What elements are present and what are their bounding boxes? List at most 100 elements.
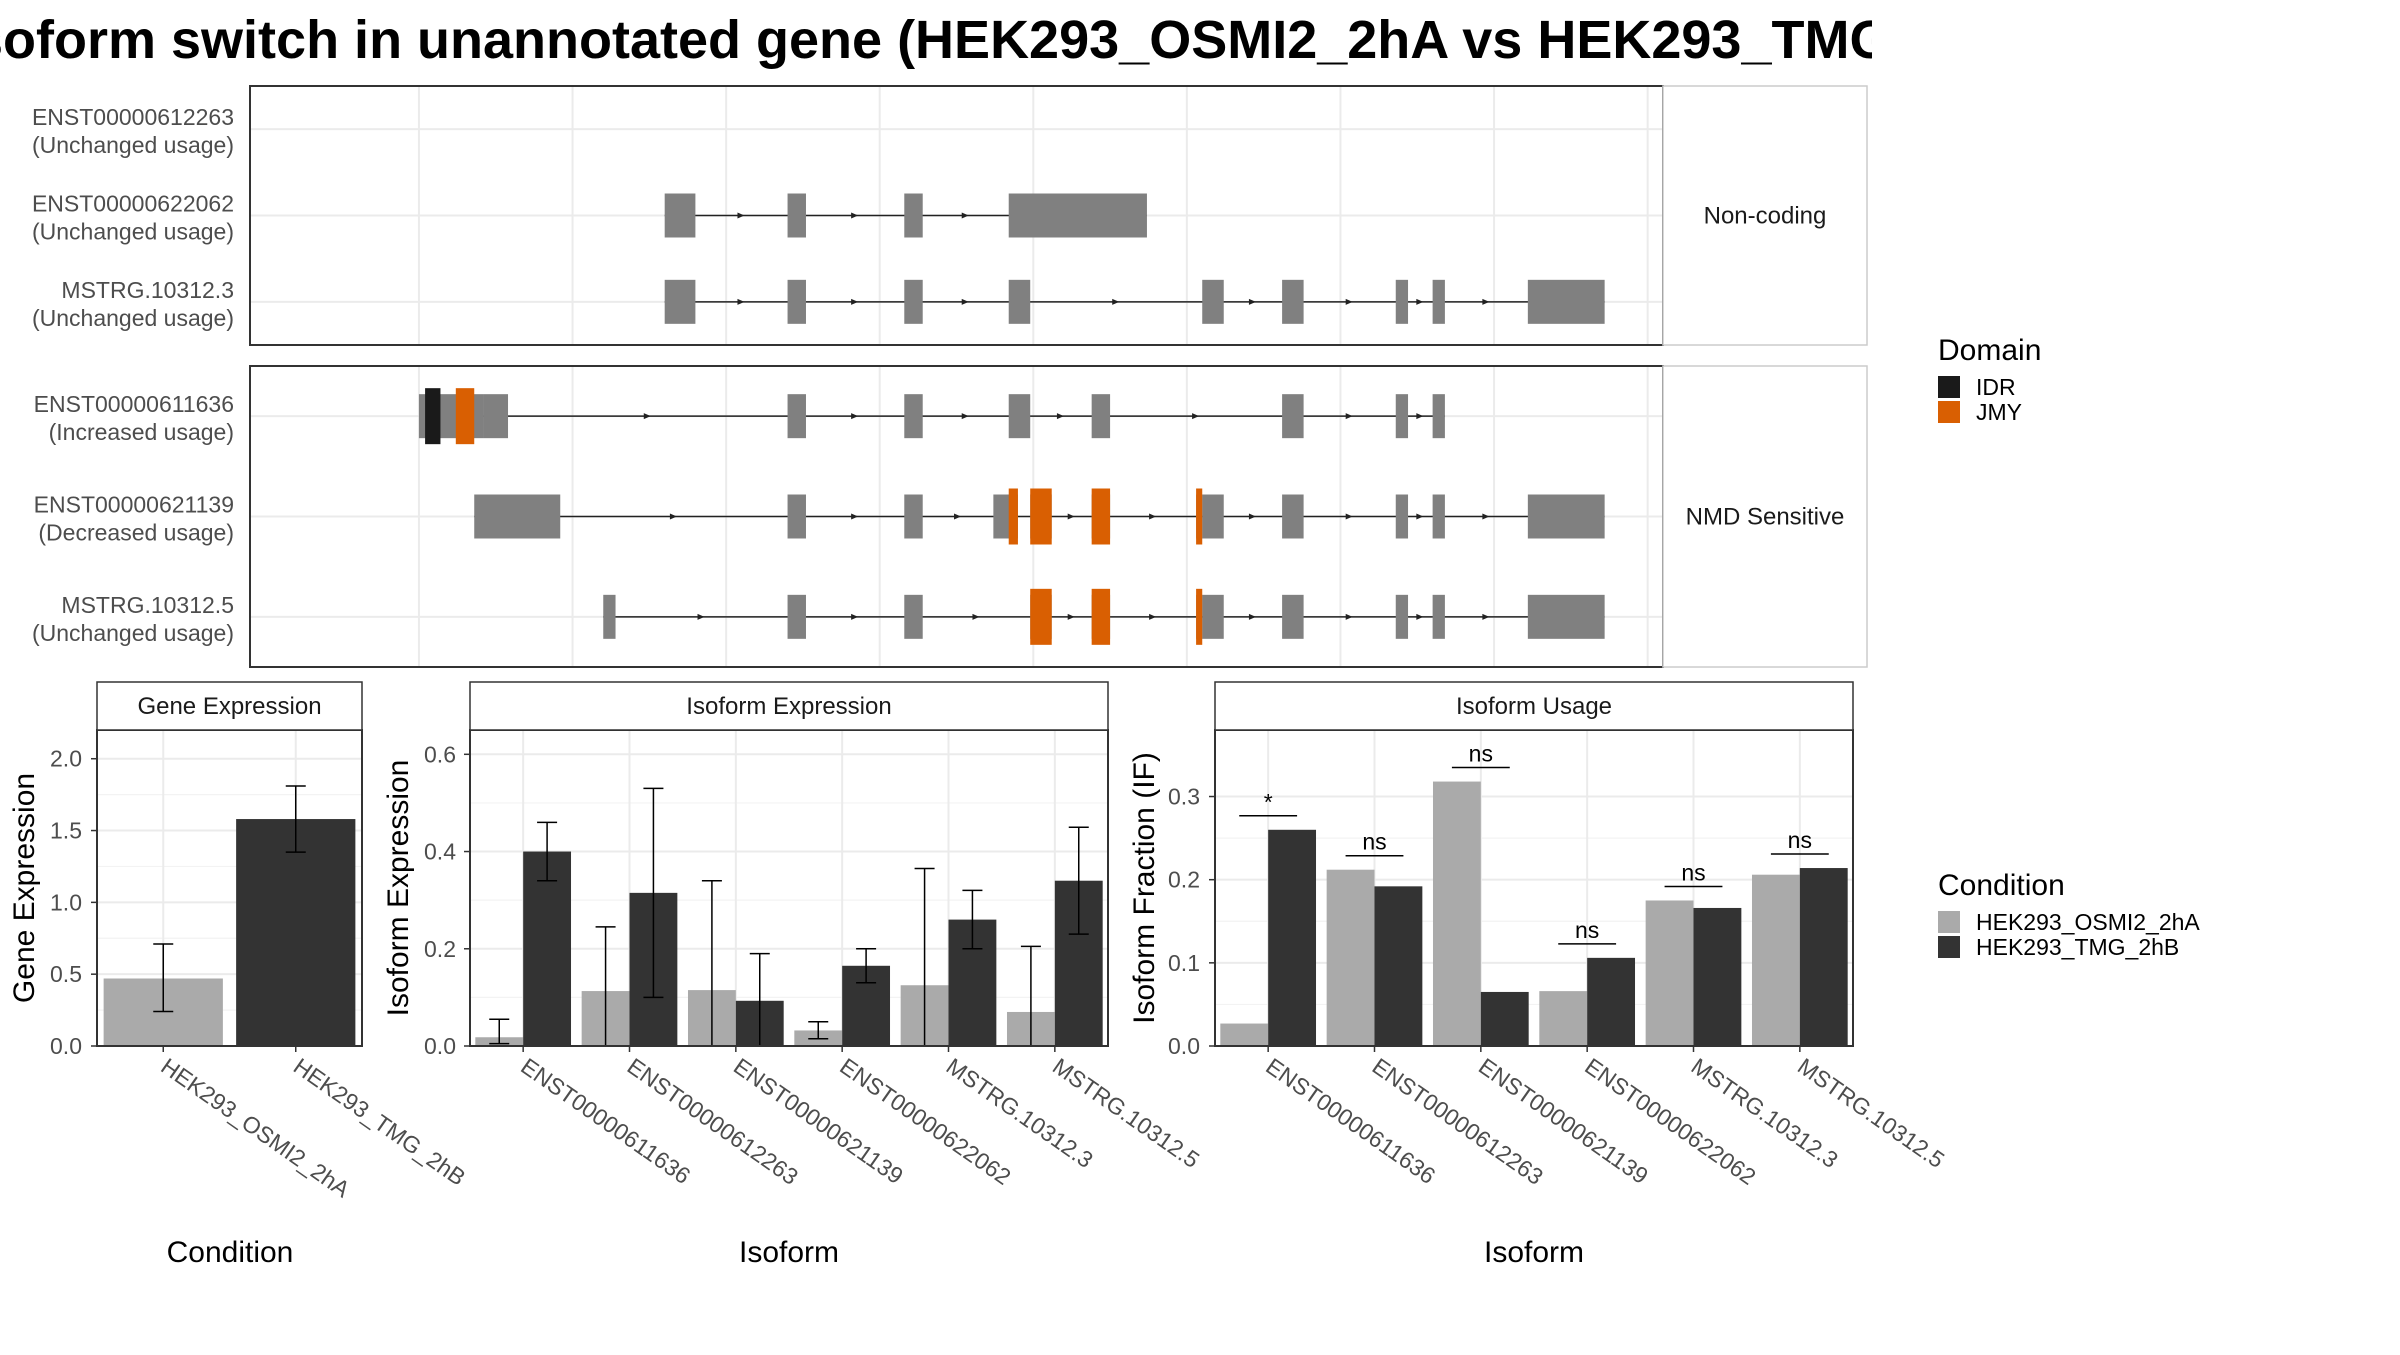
panel-strip-label: NMD Sensitive (1686, 504, 1845, 531)
direction-arrow (1067, 513, 1075, 520)
figure-title: Isoform switch in unannotated gene (HEK2… (0, 10, 2041, 70)
plot-background (1215, 730, 1853, 1046)
panel-strip (1662, 365, 1868, 668)
chart-strip (1214, 681, 1854, 731)
legend-title: Condition (1938, 869, 2065, 902)
error-bar (643, 787, 664, 999)
panel-strip-label: Non-coding (1704, 203, 1827, 230)
exon (787, 193, 806, 238)
y-tick-label: 0.2 (1168, 867, 1200, 893)
y-tick-label: 0.2 (424, 936, 456, 962)
transcript-name: ENST00000612263 (32, 104, 234, 130)
x-tick-label: ENST00000622062 (1580, 1053, 1760, 1190)
direction-arrow (851, 513, 859, 520)
error-bar (856, 948, 877, 984)
exon (1202, 594, 1224, 639)
chart-title: Gene Expression (137, 693, 321, 720)
track-MSTRG.10312.5 (603, 588, 1605, 645)
track-MSTRG.10312.3 (664, 279, 1605, 324)
exon (1432, 494, 1445, 539)
exon (1091, 394, 1111, 439)
exon (787, 279, 806, 324)
chart-strip (96, 681, 363, 731)
exon (474, 494, 561, 539)
chart-title: Isoform Usage (1456, 693, 1612, 720)
direction-arrow (1149, 613, 1157, 620)
y-tick-label: 0.0 (50, 1033, 82, 1059)
direction-arrow (737, 212, 745, 219)
error-bar (285, 785, 306, 853)
exon (904, 279, 923, 324)
transcript-usage: (Unchanged usage) (32, 620, 234, 646)
bar (1220, 1023, 1269, 1046)
direction-arrow (1067, 613, 1075, 620)
domain-jmy (1091, 588, 1111, 645)
exon (1282, 279, 1304, 324)
domain-jmy (1030, 588, 1052, 645)
significance-label: ns (1681, 859, 1705, 885)
direction-arrow (1248, 298, 1256, 305)
error-bar (1068, 826, 1089, 935)
y-axis-label: Isoform Fraction (IF) (1128, 752, 1161, 1024)
y-tick-label: 0.4 (424, 839, 456, 865)
bar (1539, 991, 1588, 1046)
chart-title: Isoform Expression (686, 693, 891, 720)
bar (1645, 900, 1694, 1046)
exon (1202, 494, 1224, 539)
direction-arrow (961, 212, 969, 219)
x-tick-label: ENST00000611636 (516, 1053, 695, 1189)
exon (904, 394, 923, 439)
legend-label: HEK293_OSMI2_2hA (1976, 909, 2200, 935)
transcript-name: MSTRG.10312.3 (61, 277, 234, 303)
track-ENST00000611636 (418, 388, 1445, 445)
y-tick-label: 1.5 (50, 818, 82, 844)
exon (787, 394, 806, 439)
bar (1587, 957, 1636, 1046)
domain-jmy (1008, 488, 1018, 545)
exon (1432, 594, 1445, 639)
domain-jmy (1030, 488, 1052, 545)
transcript-name: ENST00000622062 (32, 191, 234, 217)
transcript-usage: (Unchanged usage) (32, 219, 234, 245)
significance-label: ns (1362, 829, 1386, 855)
exon (1395, 494, 1409, 539)
direction-arrow (1192, 413, 1200, 420)
exon (1008, 394, 1031, 439)
exon (787, 594, 806, 639)
domain-jmy (455, 388, 475, 445)
direction-arrow (972, 613, 980, 620)
bar (1693, 907, 1742, 1046)
exon (1202, 279, 1224, 324)
bar (1268, 829, 1317, 1046)
y-axis-label: Isoform Expression (382, 760, 415, 1017)
exon (664, 193, 696, 238)
exon (1008, 193, 1147, 238)
bar (1374, 886, 1423, 1046)
exon (1395, 394, 1409, 439)
exon (1527, 494, 1605, 539)
direction-arrow (643, 413, 651, 420)
bar (1480, 991, 1529, 1046)
transcript-usage: (Increased usage) (49, 419, 234, 445)
x-axis-label: Condition (167, 1236, 294, 1269)
x-axis-label: Isoform (739, 1236, 839, 1269)
significance-label: * (1264, 789, 1273, 815)
y-tick-label: 0.1 (1168, 950, 1200, 976)
structure-panel-2 (249, 365, 1868, 668)
y-axis-label: Gene Expression (8, 773, 41, 1003)
exon (1432, 279, 1445, 324)
exon (1395, 279, 1409, 324)
plot-background (470, 730, 1108, 1046)
direction-arrow (1482, 513, 1490, 520)
y-tick-label: 0.3 (1168, 784, 1200, 810)
legend-key (1938, 936, 1960, 958)
error-bar (153, 943, 174, 1013)
domain-jmy (1196, 588, 1203, 645)
chart-3: 0.00.10.20.3 *nsnsnsnsnsENST00000611636EN… (1128, 681, 1949, 1269)
y-tick-label: 1.0 (50, 889, 82, 915)
transcript-name: MSTRG.10312.5 (61, 592, 234, 618)
domain-jmy (1091, 488, 1111, 545)
y-tick-label: 0.0 (424, 1033, 456, 1059)
error-bar (808, 1020, 829, 1040)
